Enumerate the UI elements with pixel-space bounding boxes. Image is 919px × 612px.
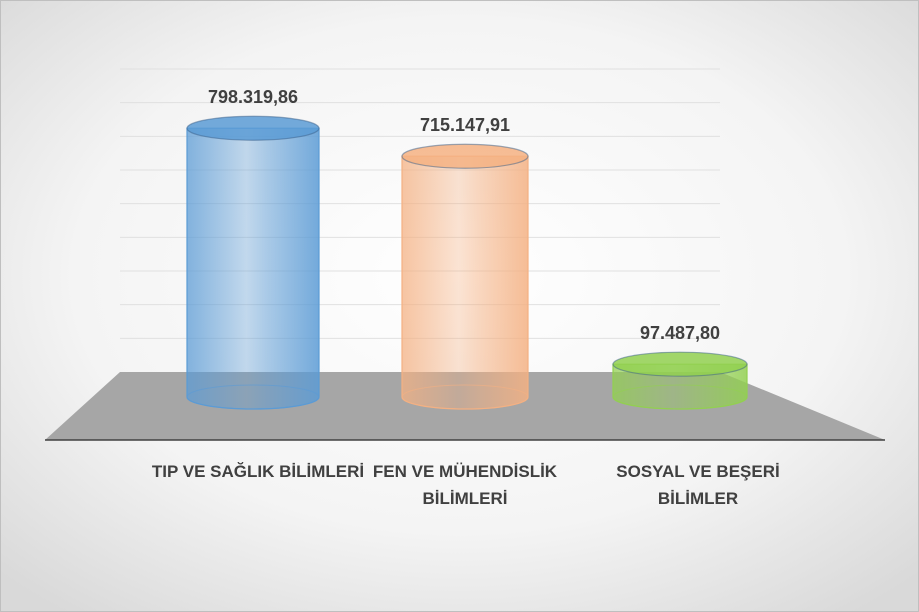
cylinder-base: [612, 384, 748, 410]
cylinder-base: [401, 384, 529, 410]
value-label: 715.147,91: [420, 115, 510, 135]
category-label: TIP VE SAĞLIK BİLİMLERİ: [151, 462, 365, 481]
value-label: 798.319,86: [208, 87, 298, 107]
bar: [612, 351, 748, 410]
cylinder-top: [612, 351, 748, 377]
cylinder-body: [401, 155, 529, 410]
category-label: FEN VE MÜHENDİSLİK BİLİMLERİ: [372, 462, 558, 508]
cylinder-body: [186, 127, 320, 410]
cylinder-top: [401, 143, 529, 169]
value-label: 97.487,80: [640, 323, 720, 343]
bar: [186, 115, 320, 410]
category-label: SOSYAL VE BEŞERİ BİLİMLER: [616, 462, 780, 508]
cylinder-top: [186, 115, 320, 141]
bar: [401, 143, 529, 410]
cylinder-base: [186, 384, 320, 410]
